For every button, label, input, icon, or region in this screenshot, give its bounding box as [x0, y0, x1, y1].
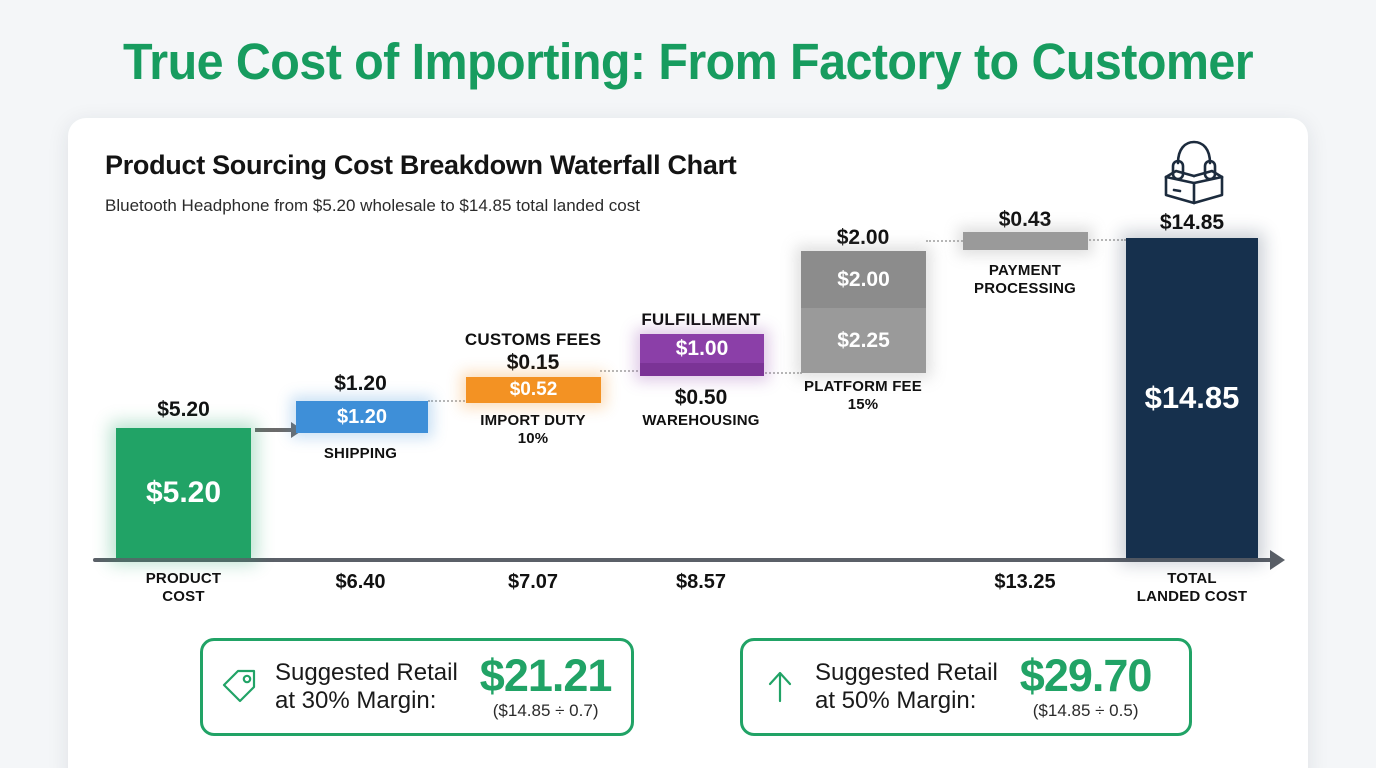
bar-fulfillment[interactable]: $1.00	[640, 334, 764, 376]
running-total-3: $8.57	[675, 571, 727, 593]
import-duty-category-line2: 10%	[517, 429, 549, 447]
fulfillment-value-inline: $1.00	[675, 337, 729, 360]
up-arrow-icon	[751, 667, 809, 707]
retail-30-price: $21.21	[479, 650, 613, 701]
price-tag-icon	[211, 667, 269, 707]
payment-processing-value-top: $0.43	[998, 208, 1052, 231]
running-total-2: $7.07	[507, 571, 559, 593]
payment-processing-category-line1: PAYMENT	[988, 262, 1062, 279]
product-cost-value-top: $5.20	[157, 398, 210, 421]
platform-fee-segment-top: $2.00	[801, 251, 926, 308]
retail-50-formula: ($14.85 ÷ 0.5)	[1032, 701, 1139, 720]
connector-shipping-duty	[428, 400, 468, 402]
baseline-arrow-icon	[1270, 550, 1285, 570]
import-duty-category: IMPORT DUTY 10%	[443, 412, 623, 447]
platform-fee-category-line1: PLATFORM FEE	[804, 378, 922, 395]
retail-50-price-group: $29.70 ($14.85 ÷ 0.5)	[1019, 650, 1153, 721]
platform-fee-segment-bottom: $2.25	[801, 308, 926, 373]
connector-duty-fulfillment	[600, 370, 642, 372]
retail-30-label: Suggested Retail at 30% Margin:	[275, 659, 458, 716]
total-value-top: $14.85	[1159, 211, 1225, 234]
product-cost-category-line1: PRODUCT	[145, 570, 222, 587]
retail-30-label-line1: Suggested Retail	[275, 658, 458, 686]
bar-payment-processing[interactable]	[963, 232, 1088, 250]
import-duty-value-inline: $0.52	[509, 379, 558, 400]
bar-import-duty[interactable]: $0.52	[466, 377, 601, 403]
bar-product-cost[interactable]: $5.20	[116, 428, 251, 558]
retail-card-margin-30[interactable]: Suggested Retail at 30% Margin: $21.21 (…	[200, 638, 634, 736]
total-category-line2: LANDED COST	[1136, 587, 1248, 605]
retail-50-label-line1: Suggested Retail	[815, 658, 998, 686]
running-total-1: $6.40	[335, 571, 386, 593]
platform-fee-category-line2: 15%	[847, 395, 879, 413]
connector-payment-total	[1086, 239, 1126, 241]
customs-fees-label: CUSTOMS FEES	[464, 330, 602, 349]
connector-platform-payment	[926, 240, 966, 242]
retail-card-margin-50[interactable]: Suggested Retail at 50% Margin: $29.70 (…	[740, 638, 1192, 736]
payment-processing-category-line2: PROCESSING	[973, 279, 1077, 297]
total-value-inline: $14.85	[1144, 380, 1240, 415]
customs-fees-value: $0.15	[506, 351, 560, 374]
chart-title: Product Sourcing Cost Breakdown Waterfal…	[105, 150, 737, 180]
platform-fee-category: PLATFORM FEE 15%	[773, 378, 953, 413]
warehousing-segment	[640, 363, 764, 376]
warehousing-category: WAREHOUSING	[642, 412, 760, 429]
fulfillment-label: FULFILLMENT	[641, 310, 761, 329]
product-cost-category-line2: COST	[162, 587, 205, 605]
shipping-category: SHIPPING	[323, 445, 398, 462]
running-total-4: $13.25	[994, 571, 1056, 593]
product-cost-category: PRODUCT COST	[96, 570, 271, 605]
bar-shipping[interactable]: $1.20	[296, 401, 428, 433]
warehousing-value: $0.50	[674, 386, 728, 409]
headphones-in-box-icon	[1152, 133, 1236, 207]
total-category-line1: TOTAL	[1167, 570, 1217, 587]
platform-fee-value-top: $2.00	[836, 226, 890, 249]
payment-processing-category: PAYMENT PROCESSING	[935, 262, 1115, 297]
retail-30-label-line2: at 30% Margin:	[275, 687, 437, 714]
total-category: TOTAL LANDED COST	[1102, 570, 1282, 605]
chart-subtitle: Bluetooth Headphone from $5.20 wholesale…	[105, 196, 640, 215]
shipping-value-top: $1.20	[334, 372, 387, 395]
shipping-value-inline: $1.20	[336, 405, 388, 428]
import-duty-category-line1: IMPORT DUTY	[480, 412, 586, 429]
connector-arrow-line	[255, 428, 293, 432]
retail-50-price: $29.70	[1019, 650, 1153, 701]
page-title: True Cost of Importing: From Factory to …	[122, 33, 1254, 90]
baseline-axis	[93, 558, 1273, 562]
product-cost-value-inline: $5.20	[145, 476, 222, 509]
retail-30-price-group: $21.21 ($14.85 ÷ 0.7)	[479, 650, 613, 721]
bar-total-landed-cost[interactable]: $14.85	[1126, 238, 1258, 558]
retail-30-formula: ($14.85 ÷ 0.7)	[492, 701, 599, 720]
bar-platform-fee[interactable]: $2.00 $2.25	[801, 251, 926, 373]
retail-50-label: Suggested Retail at 50% Margin:	[815, 659, 998, 716]
retail-50-label-line2: at 50% Margin:	[815, 687, 977, 714]
connector-fulfillment-platform	[762, 372, 802, 374]
